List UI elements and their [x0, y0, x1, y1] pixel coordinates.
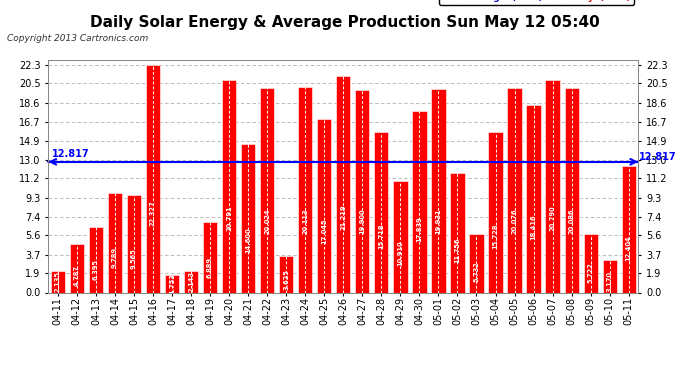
Bar	[489, 132, 502, 292]
Bar	[507, 88, 522, 292]
Text: 20.113: 20.113	[302, 208, 308, 234]
Text: 15.718: 15.718	[378, 224, 384, 249]
Bar	[336, 76, 351, 292]
Text: 1.753: 1.753	[169, 273, 175, 294]
Bar	[203, 222, 217, 292]
Text: 19.931: 19.931	[435, 209, 442, 234]
Text: 12.404: 12.404	[626, 236, 632, 261]
Bar	[298, 87, 313, 292]
Text: 2.143: 2.143	[188, 271, 194, 292]
Text: 6.889: 6.889	[207, 257, 213, 278]
Text: Daily Solar Energy & Average Production Sun May 12 05:40: Daily Solar Energy & Average Production …	[90, 15, 600, 30]
Bar	[355, 90, 369, 292]
Text: 19.900: 19.900	[359, 209, 365, 234]
Bar	[89, 227, 103, 292]
Legend: Average  (kWh), Daily  (kWh): Average (kWh), Daily (kWh)	[440, 0, 633, 4]
Bar	[431, 89, 446, 292]
Text: 3.625: 3.625	[283, 269, 289, 290]
Text: 5.722: 5.722	[588, 262, 593, 282]
Bar	[622, 166, 636, 292]
Text: 14.600: 14.600	[245, 228, 251, 253]
Text: 17.045: 17.045	[322, 219, 327, 245]
Text: 11.756: 11.756	[455, 238, 460, 263]
Text: 2.135: 2.135	[55, 271, 61, 292]
Bar	[165, 274, 179, 292]
Bar	[70, 244, 84, 292]
Text: 15.728: 15.728	[493, 224, 498, 249]
Text: 20.024: 20.024	[264, 208, 270, 234]
Bar	[260, 88, 275, 292]
Text: 9.789: 9.789	[112, 247, 118, 268]
Text: 3.170: 3.170	[607, 271, 613, 292]
Text: 20.791: 20.791	[226, 206, 232, 231]
Text: 18.416: 18.416	[531, 214, 537, 240]
Text: 22.327: 22.327	[150, 200, 156, 226]
Text: 12.817: 12.817	[52, 149, 90, 159]
Text: Copyright 2013 Cartronics.com: Copyright 2013 Cartronics.com	[7, 34, 148, 43]
Bar	[184, 271, 198, 292]
Bar	[374, 132, 388, 292]
Text: 21.219: 21.219	[340, 204, 346, 230]
Bar	[412, 111, 426, 292]
Text: 20.076: 20.076	[511, 208, 518, 234]
Bar	[127, 195, 141, 292]
Bar	[602, 260, 617, 292]
Bar	[50, 271, 65, 292]
Bar	[393, 181, 408, 292]
Bar	[564, 88, 579, 292]
Text: 5.732: 5.732	[473, 262, 480, 282]
Text: 4.787: 4.787	[74, 265, 80, 286]
Text: 17.839: 17.839	[416, 216, 422, 242]
Bar	[241, 144, 255, 292]
Bar	[222, 81, 236, 292]
Text: 10.910: 10.910	[397, 241, 404, 266]
Bar	[469, 234, 484, 292]
Text: 20.086: 20.086	[569, 208, 575, 234]
Text: 9.565: 9.565	[131, 248, 137, 269]
Bar	[108, 193, 122, 292]
Text: 12.817: 12.817	[640, 152, 677, 162]
Bar	[317, 118, 331, 292]
Bar	[584, 234, 598, 292]
Bar	[526, 105, 541, 292]
Bar	[279, 255, 293, 292]
Bar	[146, 65, 160, 292]
Bar	[451, 172, 464, 292]
Text: 6.395: 6.395	[93, 259, 99, 280]
Text: 20.790: 20.790	[550, 206, 555, 231]
Bar	[546, 81, 560, 292]
